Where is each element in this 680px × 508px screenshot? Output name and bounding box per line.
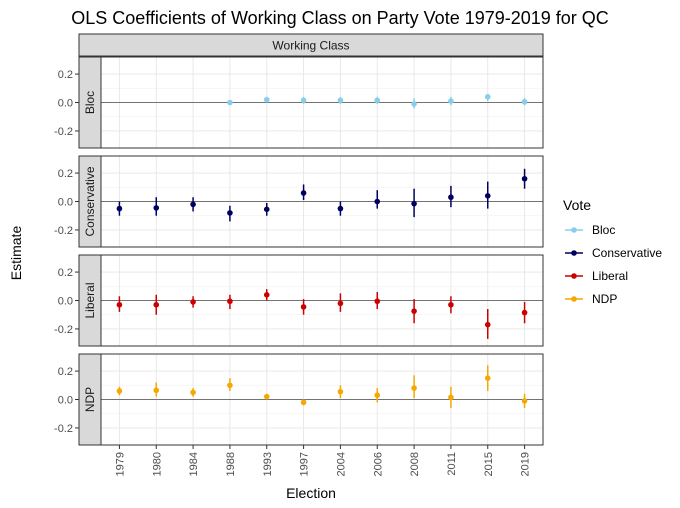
data-point-bloc-2011 <box>448 98 454 104</box>
data-point-ndp-2011 <box>448 394 454 401</box>
legend-key-point-conservative <box>571 250 577 256</box>
facet-panels: Bloc0.20.0-0.2Conservative0.20.0-0.2Libe… <box>54 56 544 446</box>
panel-strip-label: Conservative <box>83 166 97 236</box>
legend: Vote Bloc Conservative Liberal NDP <box>563 197 662 306</box>
x-tick-label: 2011 <box>446 452 458 476</box>
data-point-ndp-2006 <box>374 392 381 399</box>
legend-label-liberal: Liberal <box>592 269 628 283</box>
x-tick-label: 1980 <box>151 452 163 476</box>
x-tick-label: 2015 <box>483 452 495 476</box>
y-tick-label: -0.2 <box>54 324 73 336</box>
y-axis-title: Estimate <box>8 226 24 281</box>
legend-key-point-bloc <box>571 227 577 233</box>
data-point-conservative-1984 <box>190 201 196 208</box>
data-point-bloc-2015 <box>484 94 491 100</box>
x-tick-label: 1997 <box>299 452 311 476</box>
x-tick-label: 2019 <box>520 452 532 476</box>
data-point-liberal-1988 <box>227 298 233 305</box>
facet-panel-ndp: NDP 0.2 0.0 -0.2 <box>54 353 544 446</box>
y-tick-label: -0.2 <box>54 126 73 138</box>
y-tick-label: -0.2 <box>54 225 73 237</box>
data-point-bloc-1997 <box>300 97 307 104</box>
data-point-liberal-2008 <box>411 308 417 314</box>
facet-panel-bloc: Bloc 0.2 0.0 -0.2 <box>54 56 544 149</box>
x-tick-label: 2004 <box>335 452 347 476</box>
facet-strip <box>78 33 544 57</box>
data-point-ndp-1979 <box>116 388 123 394</box>
legend-label-ndp: NDP <box>592 292 617 306</box>
y-tick-label: -0.2 <box>54 423 73 435</box>
facet-panel-conservative: Conservative 0.2 0.0 -0.2 <box>54 155 544 248</box>
y-tick-label: 0.0 <box>58 296 73 308</box>
data-point-liberal-2019 <box>521 309 528 316</box>
data-point-conservative-2004 <box>337 205 344 212</box>
data-point-ndp-1984 <box>190 389 196 396</box>
data-point-liberal-1979 <box>116 301 123 308</box>
x-axis-title: Election <box>286 485 336 501</box>
y-tick-label: 0.2 <box>58 69 73 81</box>
data-point-conservative-2008 <box>411 200 417 207</box>
data-point-liberal-1993 <box>263 292 270 298</box>
y-tick-label: 0.2 <box>58 168 73 180</box>
data-point-conservative-2011 <box>448 194 454 201</box>
x-tick-label: 1984 <box>188 452 200 476</box>
chart-title: OLS Coefficients of Working Class on Par… <box>71 8 609 28</box>
y-tick-label: 0.0 <box>58 197 73 209</box>
panel-strip-label: Bloc <box>83 91 97 114</box>
data-point-bloc-2008 <box>411 101 417 107</box>
data-point-bloc-2004 <box>337 97 344 104</box>
data-point-conservative-1993 <box>263 206 270 213</box>
x-tick-label: 2008 <box>409 452 421 476</box>
data-point-liberal-2004 <box>337 300 344 307</box>
y-tick-label: 0.2 <box>58 267 73 279</box>
legend-label-conservative: Conservative <box>592 246 662 260</box>
data-point-conservative-1980 <box>153 205 160 211</box>
data-point-ndp-2019 <box>521 398 528 404</box>
data-point-ndp-2015 <box>484 375 491 381</box>
x-tick-label: 1988 <box>225 452 237 476</box>
data-point-ndp-1993 <box>263 393 270 400</box>
data-point-ndp-1988 <box>227 382 233 389</box>
data-point-ndp-2004 <box>337 388 344 395</box>
data-point-liberal-2015 <box>484 321 491 328</box>
facet-panel-liberal: Liberal 0.2 0.0 -0.2 <box>54 254 544 347</box>
data-point-conservative-1997 <box>300 190 307 196</box>
legend-key-point-ndp <box>571 296 577 302</box>
data-point-bloc-1993 <box>263 96 270 103</box>
data-point-conservative-2015 <box>484 193 491 199</box>
legend-label-bloc: Bloc <box>592 223 615 237</box>
data-point-liberal-1997 <box>300 304 307 310</box>
data-point-liberal-1984 <box>190 299 196 305</box>
facet-strip-label: Working Class <box>272 39 349 53</box>
data-point-ndp-2008 <box>411 385 417 391</box>
data-point-bloc-2019 <box>521 98 528 105</box>
data-point-liberal-1980 <box>153 301 160 308</box>
y-tick-label: 0.0 <box>58 395 73 407</box>
data-point-conservative-2006 <box>374 198 381 205</box>
data-point-ndp-1980 <box>153 387 160 394</box>
y-tick-label: 0.0 <box>58 98 73 110</box>
data-point-conservative-1979 <box>116 205 123 212</box>
data-point-conservative-1988 <box>227 210 233 216</box>
data-point-ndp-1997 <box>300 399 307 406</box>
x-tick-label: 1993 <box>262 452 274 476</box>
data-point-liberal-2011 <box>448 301 454 308</box>
x-tick-label: 2006 <box>372 452 384 476</box>
data-point-bloc-2006 <box>374 97 381 104</box>
y-tick-label: 0.2 <box>58 366 73 378</box>
panel-strip-label: Liberal <box>83 282 97 318</box>
x-axis: 1979 1980 1984 1988 1993 1997 2004 2006 2008 2011… <box>114 445 532 476</box>
legend-key-point-liberal <box>571 273 577 279</box>
data-point-conservative-2019 <box>521 175 528 182</box>
panel-strip-label: NDP <box>83 387 97 412</box>
legend-title: Vote <box>563 197 591 213</box>
data-point-bloc-1988 <box>227 99 233 106</box>
x-tick-label: 1979 <box>114 452 126 476</box>
data-point-liberal-2006 <box>374 298 381 305</box>
